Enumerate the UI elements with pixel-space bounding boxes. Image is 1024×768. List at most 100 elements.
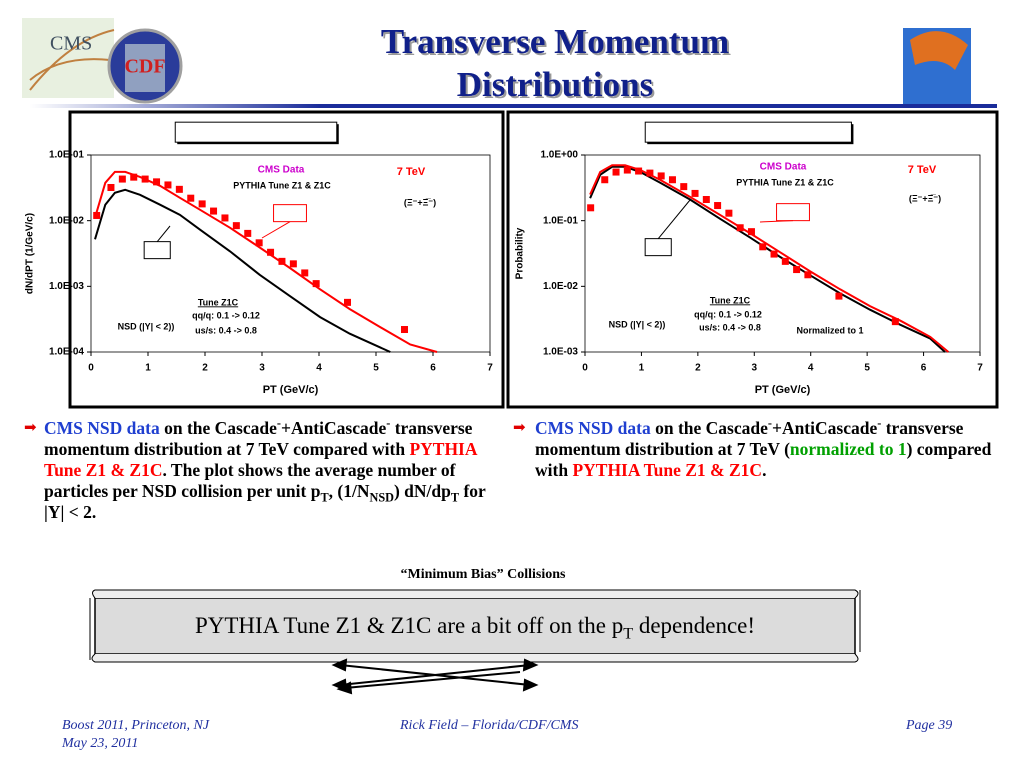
x-axis-label: PT (GeV/c): [263, 384, 319, 396]
annotation: NSD (|Y| < 2)): [609, 319, 666, 329]
data-point: [793, 266, 801, 274]
header-rule: [30, 104, 997, 108]
banner-text: PYTHIA Tune Z1 & Z1C are a bit off on th…: [95, 612, 855, 643]
y-tick-label: 1.0E-01: [49, 150, 84, 161]
y-tick-label: 1.0E-02: [49, 215, 84, 226]
data-point: [312, 280, 320, 288]
annotation: 7 TeV: [908, 164, 937, 176]
data-point: [612, 168, 620, 176]
data-point: [725, 209, 733, 217]
footer-center: Rick Field – Florida/CDF/CMS: [400, 718, 579, 733]
text-run: PYTHIA Tune Z1 & Z1C are a bit off on th…: [194, 613, 624, 638]
uf-logo: [903, 28, 971, 104]
annotation: Tune Z1C: [198, 297, 239, 307]
label-box: [644, 238, 672, 257]
leader-line: [657, 199, 691, 239]
footer-text: May 23, 2011: [62, 736, 139, 751]
data-point: [759, 243, 767, 251]
y-tick-label: 1.0E-03: [543, 347, 578, 358]
data-point: [93, 211, 101, 219]
title-line: Distributions: [457, 65, 653, 104]
text-run: T: [320, 490, 329, 505]
x-tick-label: 0: [88, 363, 94, 374]
x-tick-label: 4: [316, 363, 322, 374]
title-shadow: Distributions: [459, 67, 655, 106]
data-point: [130, 173, 138, 181]
y-tick-label: 1.0E-04: [49, 347, 84, 358]
logo-text: CDF: [124, 56, 165, 78]
text-run: NSD: [369, 490, 394, 505]
text-run: PYTHIA Tune Z1 & Z1C: [44, 439, 477, 480]
series-label: CMS Data: [258, 165, 305, 176]
data-point: [221, 214, 229, 222]
x-tick-label: 1: [145, 363, 151, 374]
data-point: [891, 318, 899, 326]
data-point: [835, 292, 843, 300]
text-run: transverse momentum distribution at 7 Te…: [535, 418, 964, 459]
data-point: [680, 183, 688, 191]
data-point: [702, 196, 710, 204]
series-label: CMS Data: [760, 162, 807, 173]
footer-left: Boost 2011, Princeton, NJ May 23, 2011: [62, 717, 209, 753]
annotation: qq/q: 0.1 -> 0.12: [192, 310, 260, 320]
logo-text: CMS: [50, 33, 92, 55]
data-point: [401, 326, 408, 334]
x-tick-label: 3: [259, 363, 265, 374]
chart-frame: [506, 110, 999, 409]
text-run: , (1/N: [328, 481, 370, 501]
leader-line: [261, 221, 291, 239]
data-point: [646, 169, 654, 177]
x-tick-label: 2: [695, 363, 701, 374]
annotation: (Ξ⁻+Ξ̅⁻): [404, 197, 436, 207]
annotation: PYTHIA Tune Z1 & Z1C: [233, 180, 331, 190]
data-point: [187, 194, 195, 202]
cdf-logo: CDF: [107, 28, 183, 104]
text-run: T: [450, 490, 460, 505]
data-point: [601, 176, 609, 184]
data-point: [141, 175, 149, 183]
text-run: PYTHIA Tune Z1 & Z1C: [572, 460, 763, 480]
x-tick-label: 0: [582, 363, 588, 374]
bullet-icon: ➡: [513, 418, 526, 436]
data-point: [668, 176, 676, 184]
text-run: -: [386, 416, 391, 431]
x-tick-label: 1: [639, 363, 645, 374]
title-line: Transverse Momentum: [381, 22, 729, 61]
annotation: PYTHIA Tune Z1 & Z1C: [736, 177, 834, 187]
text-run: CMS NSD data: [535, 418, 651, 438]
data-point: [210, 207, 218, 215]
cms-logo: CMS: [22, 18, 115, 98]
plot-frame: [584, 154, 981, 353]
x-tick-label: 7: [487, 363, 493, 374]
data-point: [255, 239, 263, 247]
data-point: [691, 189, 699, 197]
data-point: [736, 224, 744, 232]
x-tick-label: 6: [430, 363, 436, 374]
label-box: [143, 241, 171, 260]
y-axis-label: dN/dPT (1/GeV/c): [25, 213, 36, 294]
data-point: [747, 228, 755, 236]
title: Transverse Momentum Transverse Momentum …: [381, 22, 731, 106]
data-point: [164, 181, 172, 189]
data-point: [267, 248, 275, 256]
collision-arrows: [331, 658, 539, 695]
text-run: ) compared with: [535, 439, 992, 480]
text-run: T: [623, 625, 634, 643]
title-shadow: Transverse Momentum: [383, 24, 731, 63]
title-box: [174, 121, 338, 143]
annotation: Normalized to 1: [796, 325, 863, 335]
label-box: [273, 204, 307, 223]
data-point: [232, 222, 240, 230]
text-run: on the Cascade: [650, 418, 768, 438]
data-point: [344, 298, 351, 306]
annotation: us/s: 0.4 -> 0.8: [699, 322, 761, 332]
text-run: normalized to 1: [789, 439, 907, 459]
annotation: us/s: 0.4 -> 0.8: [195, 325, 257, 335]
text-run: ) dN/dp: [393, 481, 451, 501]
y-axis-label: Probability: [515, 227, 526, 279]
chart: Cas+CasBar PT Distribution: dN/dPT1.0E-0…: [515, 121, 983, 396]
annotation: qq/q: 0.1 -> 0.12: [694, 309, 762, 319]
data-point: [289, 260, 297, 268]
